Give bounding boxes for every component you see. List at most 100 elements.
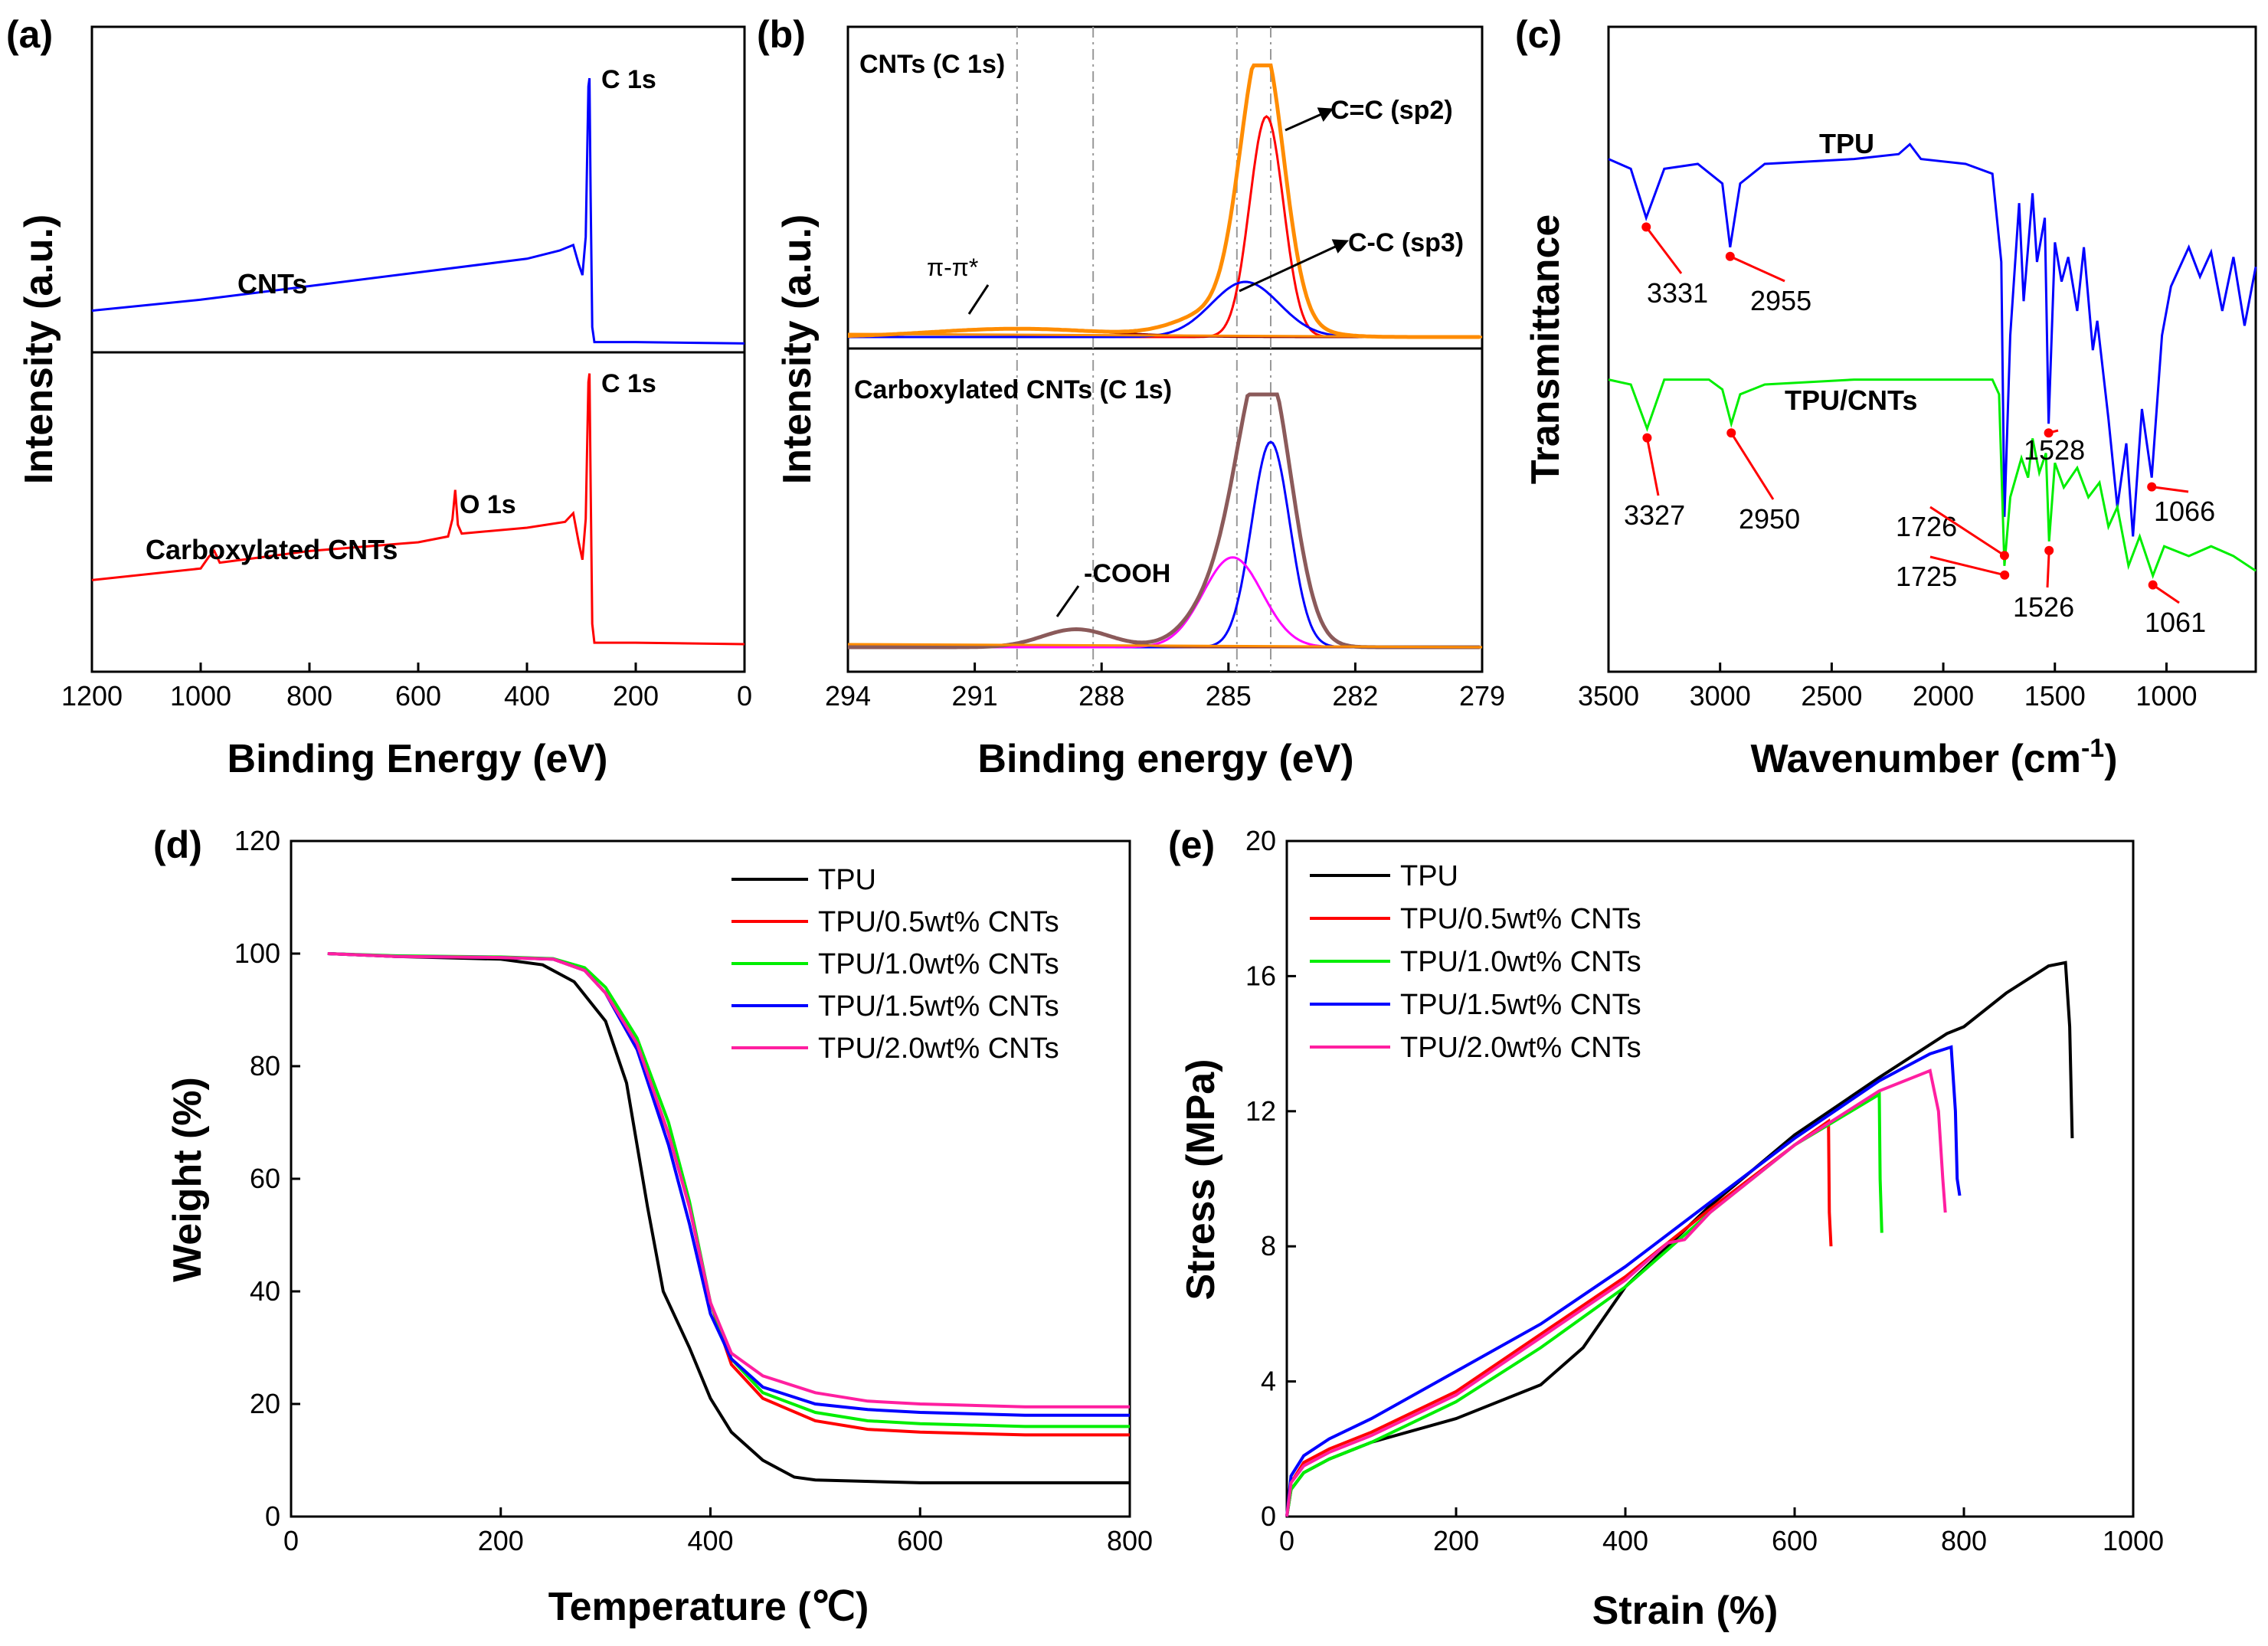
- panel-c-ylabel: Transmittance: [1523, 214, 1568, 485]
- panel-a-carboxylated-label: Carboxylated CNTs: [146, 534, 398, 565]
- panel-b-xtick-label-285: 285: [1206, 680, 1252, 712]
- panel-c-peak-label-1726-6: 1726: [1896, 511, 1957, 542]
- panel-d-series-tpu-0-5wt-cnts: [327, 952, 1130, 1437]
- panel-c-xtick-label-3000: 3000: [1690, 680, 1751, 712]
- panel-d-legend-label-tpu: TPU: [818, 864, 876, 896]
- panel-b-ann-sp2: C=C (sp2): [1330, 96, 1453, 125]
- panel-c-label: (c): [1515, 13, 1562, 56]
- panel-c-peak-label-1528-2: 1528: [2024, 434, 2085, 466]
- panel-b-top-baseline: [847, 332, 1483, 339]
- panel-d-legend-label-tpu-2-0wt-cnts: TPU/2.0wt% CNTs: [818, 1032, 1059, 1065]
- panel-e-legend-label-tpu-1-0wt-cnts: TPU/1.0wt% CNTs: [1400, 946, 1641, 978]
- panel-d-xtick-label-600: 600: [897, 1525, 943, 1556]
- panel-c-peak-arrow-4: [1645, 437, 1660, 496]
- panel-a-xtick-label-400: 400: [504, 680, 550, 712]
- panel-c-peak-label-1725-7: 1725: [1896, 561, 1957, 592]
- panel-c-peak-arrow-7: [1929, 555, 2005, 577]
- panel-c-peak-arrow-3: [2152, 486, 2189, 493]
- panel-d-series-tpu-2-0wt-cnts: [327, 952, 1130, 1409]
- panel-e-ytick-label-8: 8: [1261, 1230, 1276, 1261]
- panel-e-xtick-label-200: 200: [1433, 1525, 1479, 1556]
- panel-a-o1s: O 1s: [460, 490, 516, 519]
- panel-e-legend-label-tpu-2-0wt-cnts: TPU/2.0wt% CNTs: [1400, 1032, 1641, 1064]
- panel-e-xtick-label-1000: 1000: [2103, 1525, 2164, 1556]
- panel-b-ylabel: Intensity (a.u.): [775, 214, 820, 484]
- panel-c-peak-arrowhead-0: [1641, 222, 1651, 232]
- panel-d-xtick-label-200: 200: [478, 1525, 524, 1556]
- panel-c-peak-arrow-6: [1929, 506, 2005, 557]
- panel-e-xlabel: Strain (%): [1592, 1589, 1779, 1633]
- panel-b-top-component-c-c-sp2: [848, 115, 1481, 339]
- panel-c-peak-arrow-1: [1730, 255, 1785, 283]
- panel-e: (e) 0 200 400 600 800 1000 0 4 8 12 16 20 TPU TPU/0.…: [1168, 823, 2164, 1633]
- panel-d-xtick-label-400: 400: [687, 1525, 733, 1556]
- panel-c-peak-arrowhead-6: [1999, 551, 2009, 561]
- panel-a-series-cnts: [91, 77, 745, 345]
- panel-c-xtick-label-1000: 1000: [2135, 680, 2197, 712]
- panel-d-xtick-label-800: 800: [1107, 1525, 1153, 1556]
- panel-a-ylabel: Intensity (a.u.): [17, 214, 61, 484]
- panel-e-series-tpu-1-0wt-cnts: [1285, 1091, 1883, 1517]
- panel-e-label: (e): [1168, 823, 1215, 866]
- panel-d-legend-label-tpu-1-5wt-cnts: TPU/1.5wt% CNTs: [818, 990, 1059, 1023]
- panel-d-ytick-label-80: 80: [250, 1050, 280, 1082]
- panel-e-legend-label-tpu-0-5wt-cnts: TPU/0.5wt% CNTs: [1400, 903, 1641, 935]
- panel-b-ann-cooh: -COOH: [1084, 559, 1170, 588]
- panel-b-xlabel: Binding energy (eV): [977, 737, 1353, 781]
- panel-d-ytick-label-120: 120: [234, 825, 280, 856]
- panel-a-frame: [90, 25, 746, 673]
- panel-a-c1s-top: C 1s: [601, 65, 656, 94]
- panel-e-xtick-label-400: 400: [1602, 1525, 1648, 1556]
- panel-c-peak-arrowhead-5: [1726, 428, 1736, 438]
- panel-e-legend-label-tpu-1-5wt-cnts: TPU/1.5wt% CNTs: [1400, 989, 1641, 1021]
- panel-d-ytick-label-20: 20: [250, 1388, 280, 1419]
- panel-b-xtick-label-282: 282: [1332, 680, 1378, 712]
- panel-d-ylabel: Weight (%): [165, 1077, 210, 1282]
- panel-c-peak-label-2955-1: 2955: [1750, 285, 1811, 316]
- panel-c-frame: [1607, 25, 2257, 673]
- panel-e-frame: [1285, 839, 2135, 1518]
- panel-c-peak-label-1066-3: 1066: [2154, 496, 2215, 527]
- panel-b-title-top: CNTs (C 1s): [859, 50, 1005, 79]
- panel-a-cnts-label: CNTs: [237, 268, 307, 299]
- panel-d-ytick-label-40: 40: [250, 1275, 280, 1307]
- panel-c-series-tpu-cnts: [1608, 378, 2257, 580]
- panel-a-xtick-label-1200: 1200: [61, 680, 123, 712]
- panel-e-xtick-label-0: 0: [1279, 1525, 1294, 1556]
- panel-b-bottom-component-envelope: [848, 392, 1481, 650]
- panel-a: (a) 1200 1000 800 600 400 200 0 CNTs Carboxyla…: [6, 13, 752, 781]
- panel-c-peak-arrowhead-9: [2148, 580, 2158, 590]
- panel-c-xtick-label-1500: 1500: [2024, 680, 2086, 712]
- panel-a-label: (a): [6, 13, 53, 56]
- panel-d-xlabel: Temperature (℃): [548, 1585, 869, 1629]
- panel-e-ytick-label-4: 4: [1261, 1366, 1276, 1397]
- panel-d-legend-label-tpu-0-5wt-cnts: TPU/0.5wt% CNTs: [818, 906, 1059, 938]
- panel-c-peak-arrow-8: [2046, 550, 2050, 588]
- panel-e-series-tpu-2-0wt-cnts: [1285, 1068, 1947, 1517]
- panel-b-ann-sp3: C-C (sp3): [1348, 228, 1464, 257]
- panel-b-xtick-label-288: 288: [1078, 680, 1124, 712]
- panel-a-c1s-bottom: C 1s: [601, 369, 656, 398]
- panel-c-peak-label-3327-4: 3327: [1624, 499, 1685, 531]
- panel-c-xtick-label-2000: 2000: [1913, 680, 1974, 712]
- panel-e-ytick-label-20: 20: [1245, 825, 1276, 856]
- panel-c-peak-arrow-0: [1645, 226, 1683, 274]
- panel-e-xtick-label-800: 800: [1941, 1525, 1987, 1556]
- panel-b-xtick-label-291: 291: [952, 680, 998, 712]
- panel-b-ann-pi: π-π*: [927, 254, 978, 281]
- panel-b-top-component-c-c-sp3: [848, 280, 1481, 339]
- panel-c-xtick-label-3500: 3500: [1578, 680, 1639, 712]
- panel-c-xtick-label-2500: 2500: [1801, 680, 1862, 712]
- panel-c-tpucnts-label: TPU/CNTs: [1785, 385, 1917, 416]
- panel-a-xtick-label-800: 800: [286, 680, 332, 712]
- panel-d-ytick-label-0: 0: [265, 1500, 280, 1532]
- panel-b-bottom-baseline: [847, 643, 1483, 649]
- panel-a-xtick-label-200: 200: [613, 680, 659, 712]
- panel-c-peak-label-1061-9: 1061: [2145, 607, 2206, 638]
- panel-c-peak-arrow-9: [2152, 584, 2180, 604]
- panel-b-label: (b): [757, 13, 806, 56]
- panel-a-xtick-label-0: 0: [737, 680, 752, 712]
- panel-c: (c) 3500 3000 2500 2000 1500 1000 TPU TPU/CNT…: [1515, 13, 2257, 781]
- panel-b-xtick-label-294: 294: [825, 680, 871, 712]
